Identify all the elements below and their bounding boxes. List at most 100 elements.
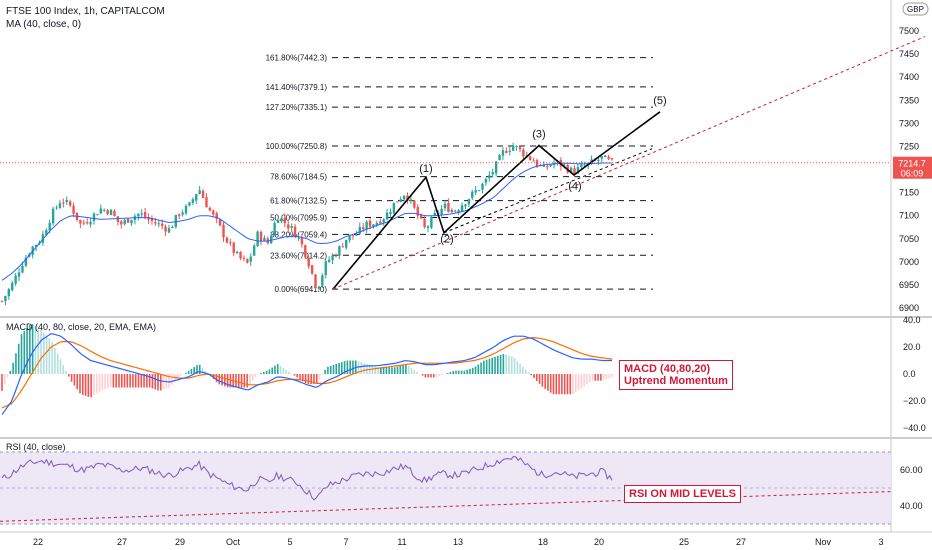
current-price-tag: [893, 156, 932, 179]
price-tick-label: 7000: [899, 257, 919, 267]
time-tick-label: 27: [117, 537, 127, 547]
candle-body: [375, 222, 379, 226]
candle-body: [344, 239, 348, 248]
candle-body: [68, 201, 72, 206]
time-tick-label: 29: [175, 537, 185, 547]
candle-body: [65, 199, 68, 203]
rsi-line: [1, 455, 613, 501]
candle-body: [106, 210, 109, 215]
candle-body: [120, 221, 123, 225]
candle-body: [58, 203, 62, 209]
candle-body: [607, 156, 610, 159]
time-tick-label: 18: [538, 537, 548, 547]
candle-body: [460, 205, 464, 212]
candle-body: [324, 261, 327, 275]
candle-body: [92, 213, 96, 221]
elliott-waves[interactable]: (1) (2) (3) (4) (5): [332, 36, 926, 290]
candle-body: [477, 190, 481, 192]
fib-level-label: 141.40%(7379.1): [266, 83, 328, 92]
candle-body: [355, 234, 358, 236]
price-tick-label: 7150: [899, 188, 919, 198]
candle-body: [416, 206, 419, 216]
candle-body: [334, 255, 338, 257]
time-tick-label: 22: [33, 537, 43, 547]
candle-body: [331, 255, 334, 260]
candle-body: [157, 223, 160, 225]
candle-body: [467, 199, 471, 205]
candle-body: [212, 210, 215, 215]
rsi-tick-label: 40.00: [900, 501, 923, 511]
candle-body: [399, 199, 402, 202]
candle-body: [464, 204, 467, 207]
currency-label: GBP: [907, 5, 924, 14]
ma-indicator-label[interactable]: MA (40, close, 0): [6, 19, 81, 30]
candle-body: [610, 158, 614, 160]
candle-body: [365, 221, 368, 230]
candle-body: [433, 213, 436, 216]
candle-body: [225, 237, 229, 243]
candle-body: [430, 216, 433, 228]
macd-line: [1, 333, 612, 415]
candle-body: [96, 214, 99, 216]
macd-indicator-label[interactable]: MACD (40, 80, close, 20, EMA, EMA): [6, 322, 156, 332]
wave-label: (4): [568, 180, 581, 192]
candle-body: [273, 222, 276, 236]
candle-body: [4, 295, 7, 302]
price-tick-label: 7100: [899, 211, 919, 221]
candle-body: [491, 172, 494, 175]
price-tick-label: 7450: [899, 49, 919, 59]
ma-line: [1, 162, 612, 281]
macd-axis[interactable]: 40.0 20.0 0.0 −20.0 −40.0: [903, 315, 926, 433]
candle-body: [143, 212, 147, 218]
candle-body: [242, 257, 246, 259]
time-tick-label: 5: [287, 537, 292, 547]
candle-body: [392, 202, 396, 214]
price-tick-label: 7500: [899, 26, 919, 36]
candle-body: [385, 212, 389, 220]
candle-body: [188, 202, 191, 206]
candle-body: [283, 217, 287, 224]
candle-body: [62, 202, 65, 204]
rsi-axis[interactable]: 60.00 40.00: [900, 465, 923, 511]
fibonacci-levels[interactable]: 161.80%(7442.3) 141.40%(7379.1) 127.20%(73…: [266, 54, 653, 294]
candle-body: [566, 164, 569, 173]
chart-title: FTSE 100 Index, 1h, CAPITALCOM: [6, 6, 165, 17]
time-tick-label: 27: [736, 537, 746, 547]
currency-badge[interactable]: [902, 2, 929, 16]
candle-body: [48, 222, 51, 231]
price-tick-label: 7400: [899, 72, 919, 82]
rsi-annotation: RSI ON MID LEVELS: [624, 485, 741, 503]
time-tick-label: Oct: [226, 537, 241, 547]
macd-annotation: MACD (40,80,20) Uptrend Momentum: [619, 360, 733, 390]
candle-body: [362, 227, 365, 230]
fib-level-label: 23.60%(7014.2): [270, 251, 327, 260]
candle-body: [246, 258, 249, 263]
fib-level-label: 127.20%(7335.1): [266, 103, 328, 112]
candle-body: [222, 224, 225, 238]
macd-tick-label: −20.0: [903, 396, 926, 406]
macd-tick-label: 0.0: [903, 369, 916, 379]
candle-body: [263, 237, 266, 241]
candle-body: [259, 231, 263, 241]
candle-body: [215, 213, 218, 219]
candle-body: [150, 218, 154, 222]
candle-body: [379, 221, 382, 224]
candle-body: [576, 167, 580, 174]
candle-body: [488, 175, 491, 179]
candle-body: [454, 210, 457, 212]
time-axis[interactable]: 22 27 29 Oct 5 7 11 13 18 20 25 27 Nov 3: [33, 537, 884, 547]
candle-body: [484, 179, 488, 183]
candles[interactable]: [0, 142, 614, 306]
current-price-value: 7214.7: [898, 159, 926, 169]
candle-body: [103, 209, 106, 211]
candle-body: [351, 235, 355, 237]
candle-body: [205, 197, 208, 208]
candle-body: [290, 226, 293, 228]
time-tick-label: 3: [878, 537, 883, 547]
candle-body: [341, 246, 344, 248]
price-tick-label: 7350: [899, 95, 919, 105]
rsi-indicator-label[interactable]: RSI (40, close): [6, 442, 66, 452]
candle-body: [450, 210, 454, 213]
candle-body: [280, 218, 283, 222]
